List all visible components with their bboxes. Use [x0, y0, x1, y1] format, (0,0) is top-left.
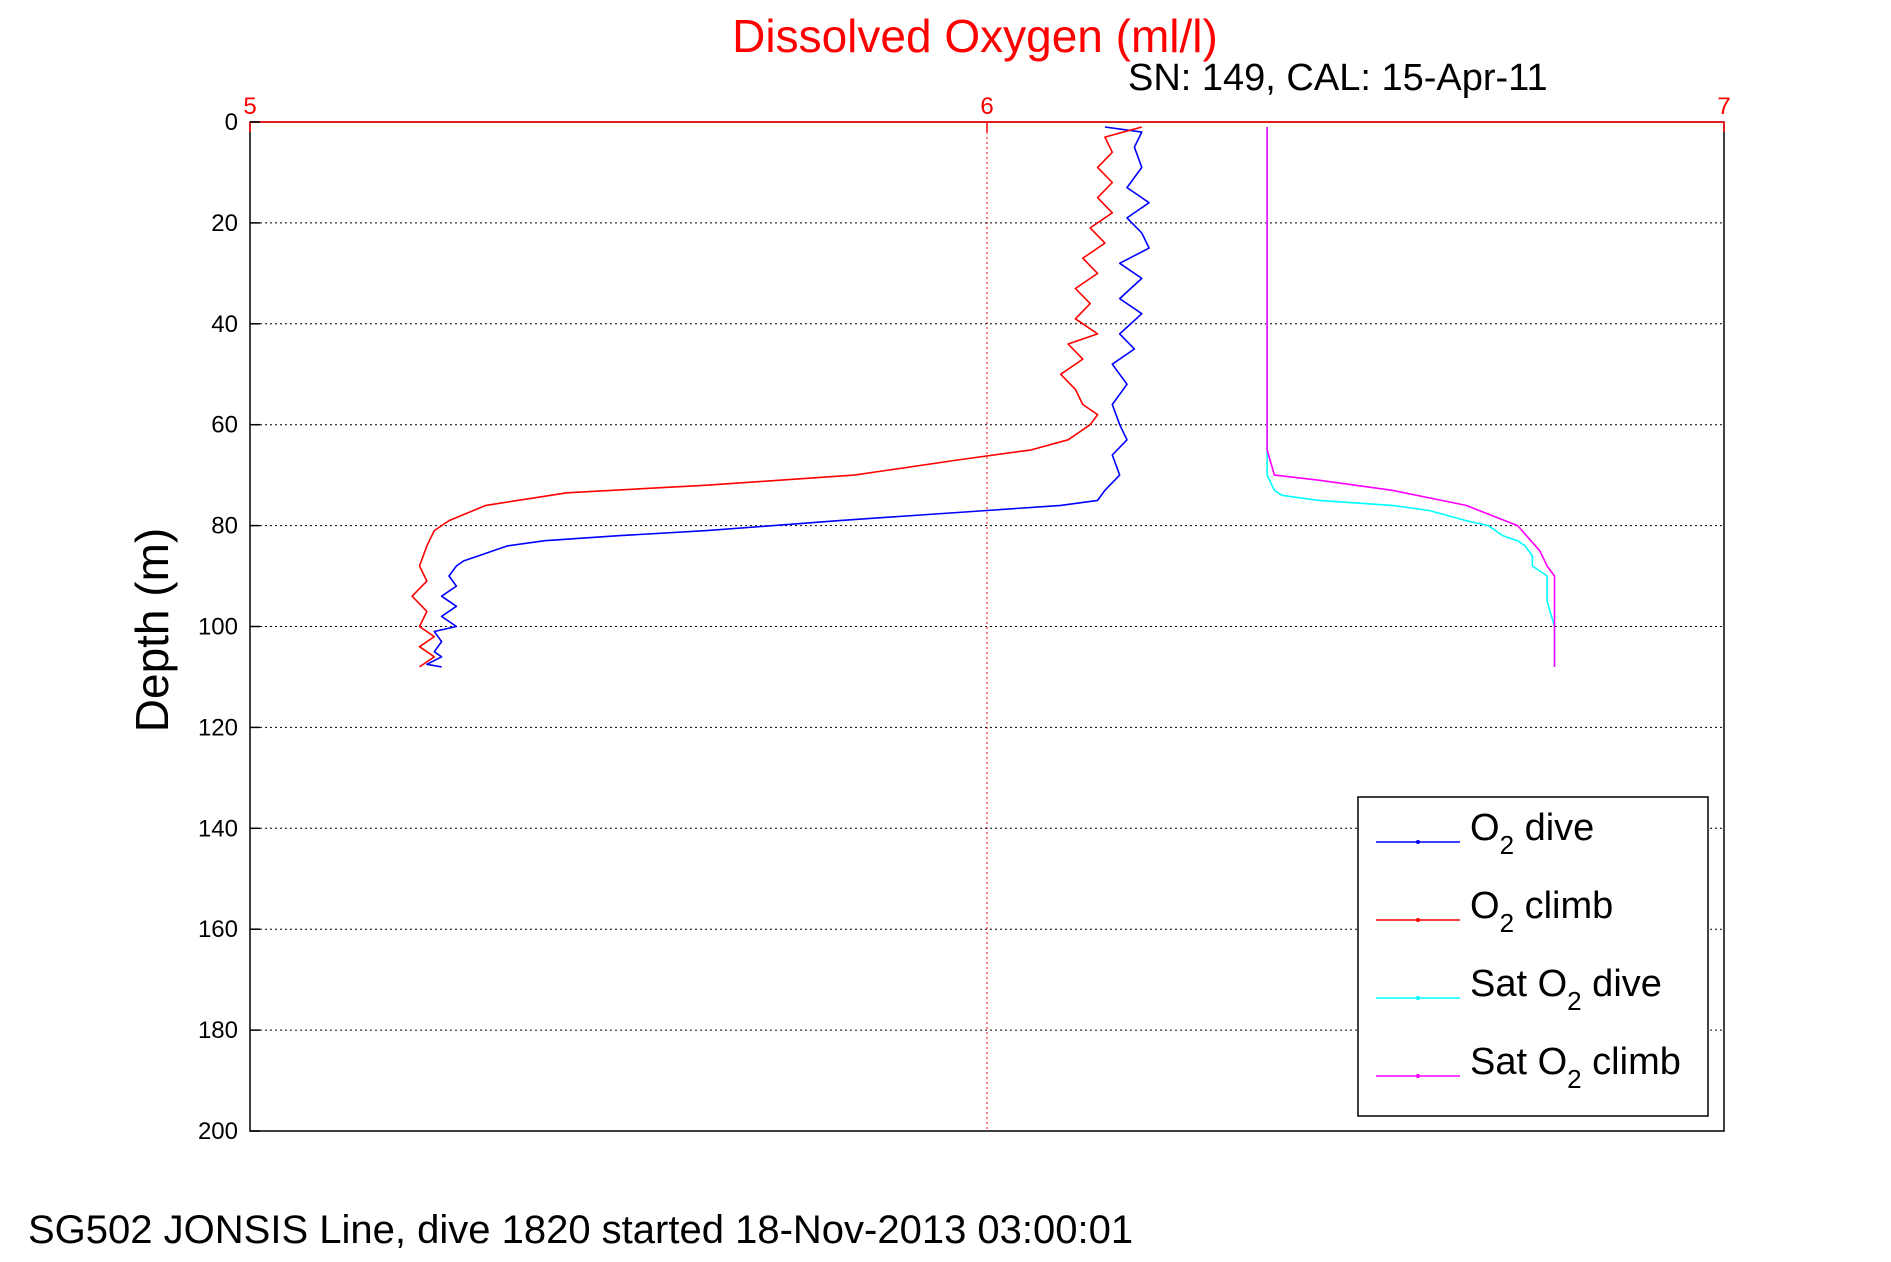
chart-title: Dissolved Oxygen (ml/l) — [732, 10, 1218, 62]
x-tick-label: 6 — [980, 93, 993, 120]
y-tick-label: 80 — [211, 513, 238, 540]
data-series — [411, 126, 1556, 668]
y-tick-label: 200 — [198, 1118, 238, 1145]
y-tick-label: 120 — [198, 714, 238, 741]
y-tick-label: 160 — [198, 916, 238, 943]
series-line-4 — [1266, 127, 1556, 667]
y-axis-ticks: 0 20 40 60 80 100 120 140 160 180 200 — [198, 109, 260, 1145]
dive-caption: SG502 JONSIS Line, dive 1820 started 18-… — [28, 1208, 1134, 1252]
grid — [250, 122, 1724, 1131]
legend: O2 dive O2 climb Sat O2 dive Sat O2 climb — [1357, 796, 1709, 1117]
legend-marker — [1416, 996, 1420, 1000]
legend-marker — [1416, 1074, 1420, 1078]
legend-label: Sat O2 climb — [1470, 1041, 1681, 1094]
chart-subtitle: SN: 149, CAL: 15-Apr-11 — [1128, 57, 1548, 99]
legend-label: O2 climb — [1470, 885, 1613, 938]
series-line-1 — [426, 126, 1150, 668]
x-axis-ticks: 5 6 7 — [243, 93, 1731, 132]
y-tick-label: 100 — [198, 614, 238, 641]
legend-marker — [1416, 918, 1420, 922]
y-tick-label: 20 — [211, 210, 238, 237]
x-tick-label: 7 — [1717, 93, 1730, 120]
legend-label: Sat O2 dive — [1470, 963, 1662, 1016]
y-tick-label: 180 — [198, 1017, 238, 1044]
y-tick-label: 40 — [211, 311, 238, 338]
series-line-3 — [1266, 127, 1556, 667]
y-tick-label: 140 — [198, 815, 238, 842]
y-axis-label: Depth (m) — [126, 528, 178, 732]
y-tick-label: 0 — [225, 109, 238, 136]
legend-marker — [1416, 840, 1420, 844]
legend-box — [1357, 796, 1709, 1117]
legend-label: O2 dive — [1470, 807, 1594, 860]
series-line-2 — [411, 126, 1143, 668]
x-tick-label: 5 — [243, 93, 256, 120]
y-tick-label: 60 — [211, 412, 238, 439]
